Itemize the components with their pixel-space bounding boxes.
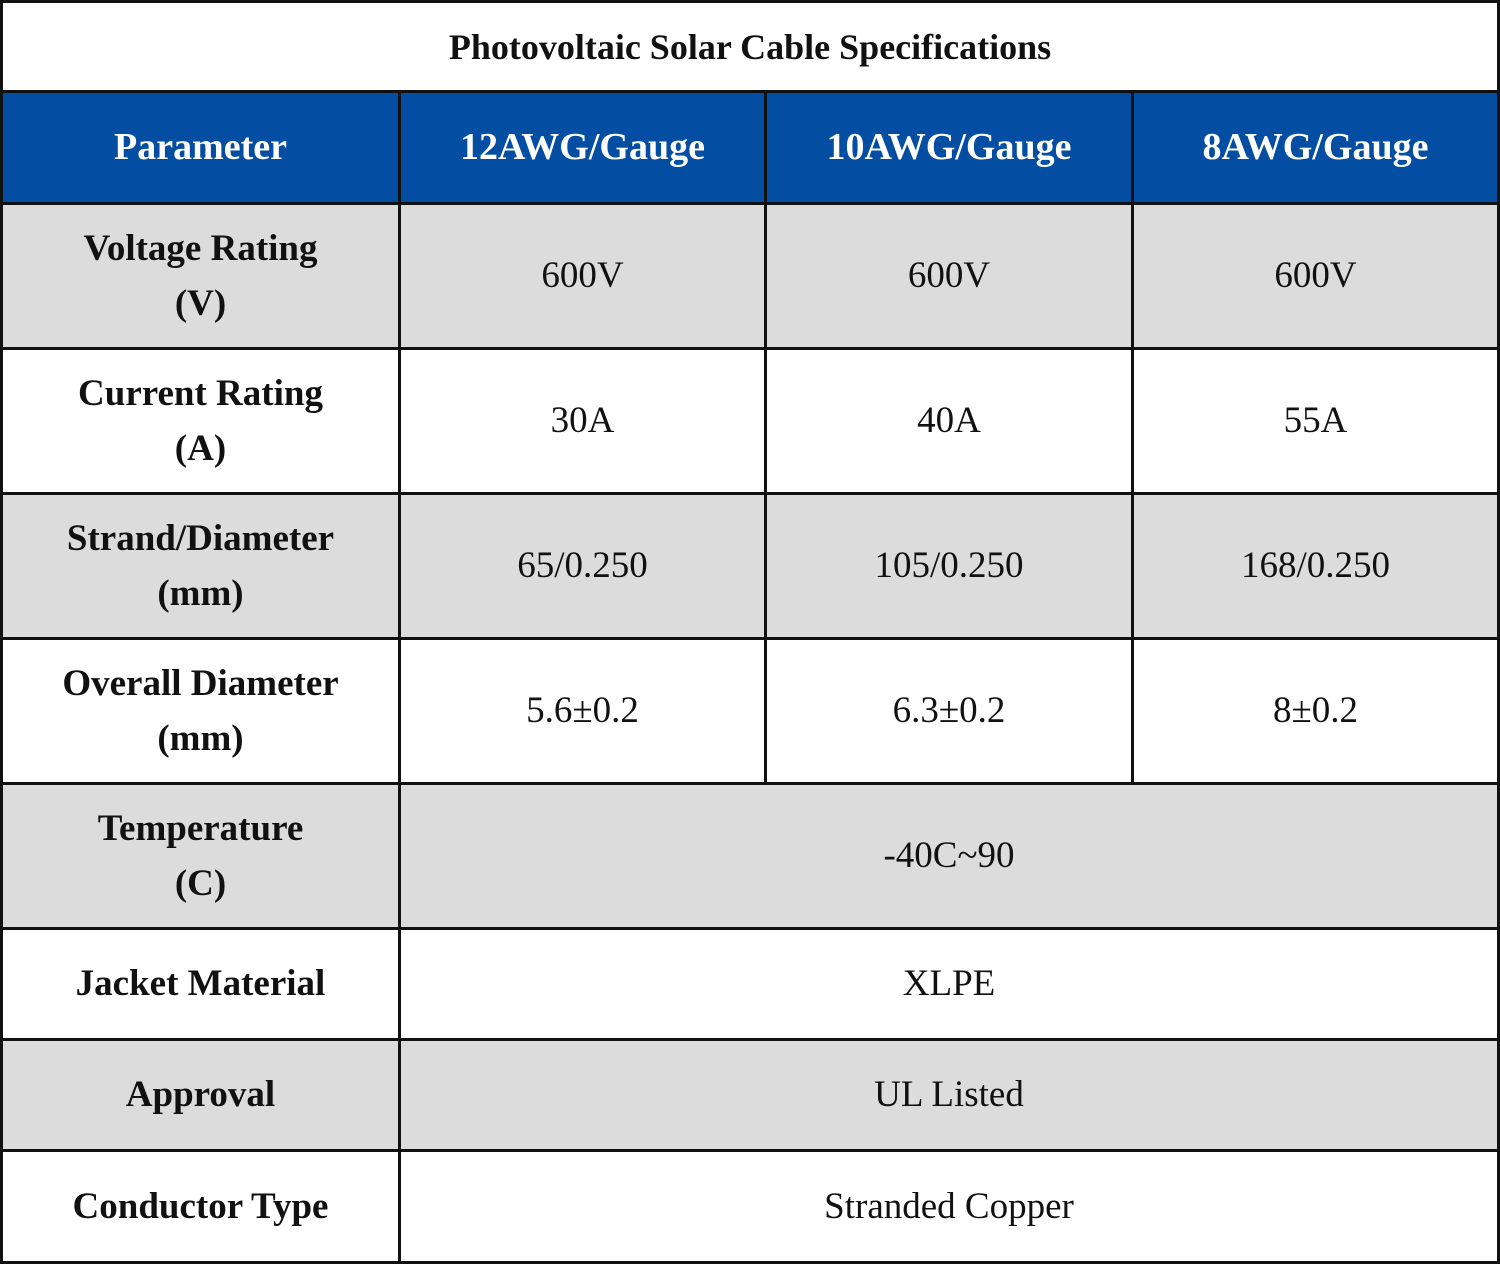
row-label: Strand/Diameter (mm) [0,492,401,640]
value-cell: 8±0.2 [1131,637,1500,785]
value-cell: 40A [764,347,1134,495]
value-cell: 6.3±0.2 [764,637,1134,785]
value-cell: 600V [764,202,1134,350]
value-cell: -40C~90 [398,782,1500,930]
row-label: Temperature (C) [0,782,401,930]
row-label: Approval [0,1038,401,1152]
row-label: Voltage Rating (V) [0,202,401,350]
value-cell: 600V [1131,202,1500,350]
row-label: Conductor Type [0,1149,401,1264]
value-cell: 5.6±0.2 [398,637,767,785]
value-cell: Stranded Copper [398,1149,1500,1264]
header-cell: 8AWG/Gauge [1131,90,1500,205]
value-cell: 168/0.250 [1131,492,1500,640]
value-cell: 65/0.250 [398,492,767,640]
row-label: Current Rating (A) [0,347,401,495]
row-label: Jacket Material [0,927,401,1041]
header-cell: Parameter [0,90,401,205]
row-label: Overall Diameter (mm) [0,637,401,785]
value-cell: 30A [398,347,767,495]
value-cell: 105/0.250 [764,492,1134,640]
header-cell: 12AWG/Gauge [398,90,767,205]
table-title: Photovoltaic Solar Cable Specifications [0,0,1500,93]
header-cell: 10AWG/Gauge [764,90,1134,205]
value-cell: UL Listed [398,1038,1500,1152]
value-cell: 600V [398,202,767,350]
value-cell: XLPE [398,927,1500,1041]
value-cell: 55A [1131,347,1500,495]
